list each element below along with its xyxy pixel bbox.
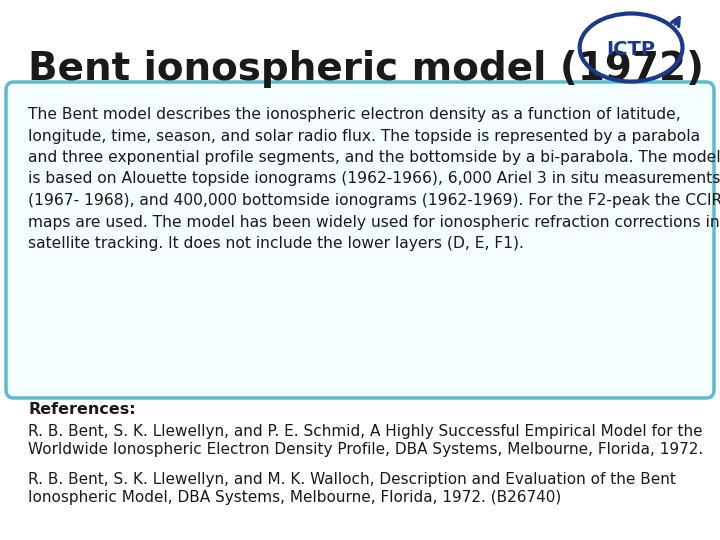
Text: R. B. Bent, S. K. Llewellyn, and M. K. Walloch, Description and Evaluation of th: R. B. Bent, S. K. Llewellyn, and M. K. W… [28, 472, 676, 487]
Text: is based on Alouette topside ionograms (1962-1966), 6,000 Ariel 3 in situ measur: is based on Alouette topside ionograms (… [28, 172, 720, 186]
Text: Ionospheric Model, DBA Systems, Melbourne, Florida, 1972. (B26740): Ionospheric Model, DBA Systems, Melbourn… [28, 490, 562, 505]
FancyArrowPatch shape [672, 18, 679, 26]
Text: References:: References: [28, 402, 135, 417]
Text: ICTP: ICTP [606, 39, 656, 59]
Text: and three exponential profile segments, and the bottomside by a bi-parabola. The: and three exponential profile segments, … [28, 150, 720, 165]
Text: satellite tracking. It does not include the lower layers (D, E, F1).: satellite tracking. It does not include … [28, 236, 524, 251]
Text: Bent ionospheric model (1972): Bent ionospheric model (1972) [28, 50, 704, 88]
Text: R. B. Bent, S. K. Llewellyn, and P. E. Schmid, A Highly Successful Empirical Mod: R. B. Bent, S. K. Llewellyn, and P. E. S… [28, 424, 703, 439]
FancyBboxPatch shape [6, 82, 714, 398]
Text: The Bent model describes the ionospheric electron density as a function of latit: The Bent model describes the ionospheric… [28, 107, 680, 122]
Text: longitude, time, season, and solar radio flux. The topside is represented by a p: longitude, time, season, and solar radio… [28, 129, 700, 144]
Text: Worldwide Ionospheric Electron Density Profile, DBA Systems, Melbourne, Florida,: Worldwide Ionospheric Electron Density P… [28, 442, 703, 457]
Text: maps are used. The model has been widely used for ionospheric refraction correct: maps are used. The model has been widely… [28, 214, 720, 230]
Text: (1967- 1968), and 400,000 bottomside ionograms (1962-1969). For the F2-peak the : (1967- 1968), and 400,000 bottomside ion… [28, 193, 720, 208]
